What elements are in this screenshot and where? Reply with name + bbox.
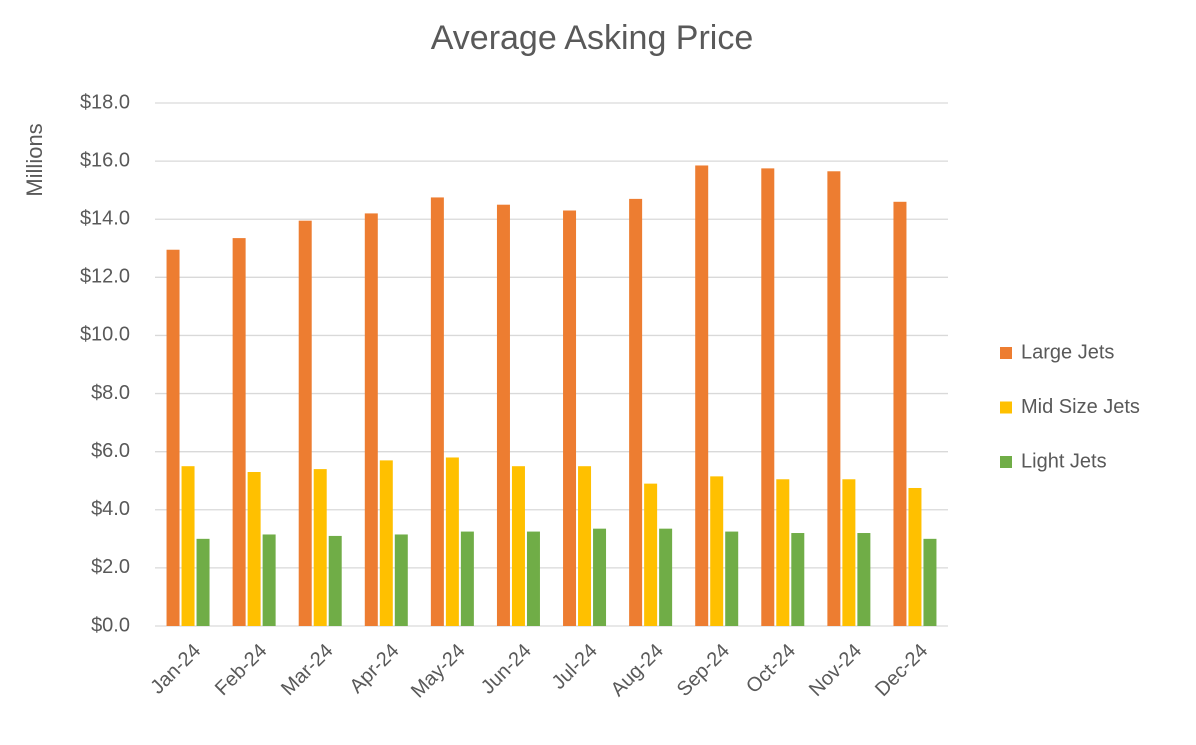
x-tick-label: Mar-24 bbox=[277, 640, 337, 700]
x-tick-label: Feb-24 bbox=[211, 640, 271, 700]
bar bbox=[827, 171, 841, 626]
bar bbox=[379, 460, 393, 626]
y-tick-label: $10.0 bbox=[80, 324, 130, 346]
bar bbox=[893, 201, 907, 627]
bar bbox=[496, 204, 510, 626]
legend-label: Light Jets bbox=[1021, 450, 1107, 472]
y-tick-label: $2.0 bbox=[91, 556, 130, 578]
x-tick-label: Dec-24 bbox=[871, 640, 932, 701]
bar bbox=[394, 534, 408, 626]
bar bbox=[923, 538, 937, 626]
bar bbox=[430, 197, 444, 627]
bar bbox=[196, 538, 210, 626]
bar bbox=[857, 533, 871, 626]
bar bbox=[644, 483, 658, 626]
y-tick-label: $18.0 bbox=[80, 91, 130, 113]
bar bbox=[511, 466, 525, 626]
x-tick-label: Aug-24 bbox=[607, 640, 668, 701]
bar bbox=[298, 220, 312, 627]
bar bbox=[908, 487, 922, 626]
bar bbox=[593, 528, 607, 626]
y-tick-label: $8.0 bbox=[91, 382, 130, 404]
y-tick-label: $16.0 bbox=[80, 149, 130, 171]
legend-swatch bbox=[1000, 456, 1012, 468]
chart-title: Average Asking Price bbox=[431, 19, 754, 57]
bar bbox=[445, 457, 459, 626]
legend-label: Large Jets bbox=[1021, 341, 1114, 363]
y-tick-label: $0.0 bbox=[91, 614, 130, 636]
y-tick-label: $4.0 bbox=[91, 498, 130, 520]
legend-label: Mid Size Jets bbox=[1021, 396, 1140, 418]
bar bbox=[181, 466, 195, 626]
x-tick-label: Sep-24 bbox=[673, 640, 734, 701]
bar bbox=[695, 165, 709, 626]
bar bbox=[776, 479, 790, 626]
bar bbox=[364, 213, 378, 626]
x-tick-label: Jul-24 bbox=[548, 640, 602, 694]
legend-swatch bbox=[1000, 347, 1012, 359]
x-tick-label: Jan-24 bbox=[147, 640, 206, 699]
x-tick-label: Apr-24 bbox=[346, 640, 404, 698]
x-tick-label: Nov-24 bbox=[805, 640, 866, 701]
bar bbox=[232, 238, 246, 626]
bar bbox=[629, 198, 643, 626]
legend-swatch bbox=[1000, 401, 1012, 414]
bar bbox=[761, 168, 775, 626]
bar bbox=[328, 535, 342, 626]
x-tick-label: Jun-24 bbox=[477, 640, 536, 699]
bar bbox=[166, 249, 180, 626]
bar bbox=[563, 210, 577, 626]
bar bbox=[262, 534, 276, 626]
bar bbox=[842, 479, 856, 626]
bar bbox=[791, 533, 805, 626]
bar bbox=[526, 531, 540, 626]
y-tick-label: $6.0 bbox=[91, 440, 130, 462]
bar bbox=[578, 466, 592, 626]
bar bbox=[313, 469, 327, 626]
bar bbox=[460, 531, 474, 626]
y-axis-title: Millions bbox=[22, 123, 47, 196]
y-tick-label: $14.0 bbox=[80, 208, 130, 230]
x-tick-label: May-24 bbox=[407, 640, 470, 703]
y-tick-label: $12.0 bbox=[80, 266, 130, 288]
bar bbox=[725, 531, 739, 626]
bar bbox=[247, 472, 261, 626]
bar bbox=[659, 528, 673, 626]
bar bbox=[710, 476, 724, 626]
x-tick-label: Oct-24 bbox=[742, 640, 800, 698]
